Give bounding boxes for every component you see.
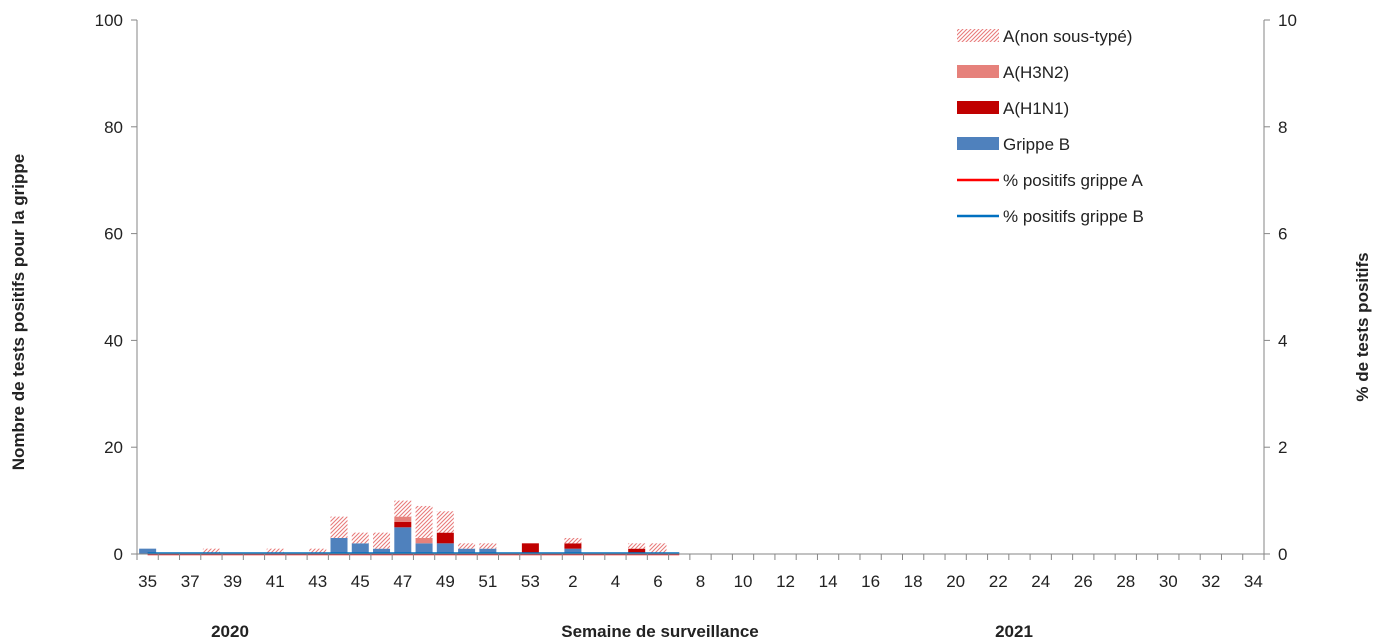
bar-segment bbox=[649, 543, 667, 554]
x-tick-label: 2 bbox=[568, 572, 577, 591]
y-tick-label-left: 40 bbox=[104, 331, 123, 350]
bar-segment bbox=[628, 543, 646, 549]
x-tick-label: 34 bbox=[1244, 572, 1263, 591]
bar-segment bbox=[479, 543, 497, 549]
x-tick-label: 35 bbox=[138, 572, 157, 591]
legend-label: A(H3N2) bbox=[1003, 63, 1069, 82]
legend-swatch bbox=[957, 29, 999, 42]
bar-segment bbox=[436, 511, 454, 533]
year-label-2021: 2021 bbox=[995, 622, 1033, 641]
x-tick-label: 6 bbox=[653, 572, 662, 591]
y-tick-label-right: 8 bbox=[1278, 118, 1287, 137]
bar-segment bbox=[415, 543, 433, 554]
x-tick-label: 28 bbox=[1116, 572, 1135, 591]
bar-segment bbox=[458, 548, 476, 554]
bar-segment bbox=[309, 548, 327, 554]
x-tick-label: 16 bbox=[861, 572, 880, 591]
x-tick-label: 49 bbox=[436, 572, 455, 591]
x-tick-label: 8 bbox=[696, 572, 705, 591]
bar-segment bbox=[628, 548, 646, 554]
bar-segment bbox=[458, 543, 476, 549]
legend-label: Grippe B bbox=[1003, 135, 1070, 154]
y-tick-label-right: 6 bbox=[1278, 225, 1287, 244]
bar-segment bbox=[564, 537, 582, 544]
x-tick-label: 22 bbox=[989, 572, 1008, 591]
x-tick-label: 41 bbox=[266, 572, 285, 591]
x-tick-label: 20 bbox=[946, 572, 965, 591]
x-axis-title: Semaine de surveillance bbox=[561, 622, 759, 641]
x-tick-label: 14 bbox=[819, 572, 838, 591]
x-tick-label: 30 bbox=[1159, 572, 1178, 591]
x-tick-label: 37 bbox=[181, 572, 200, 591]
legend-label: A(H1N1) bbox=[1003, 99, 1069, 118]
legend-label: % positifs grippe A bbox=[1003, 171, 1144, 190]
legend: A(non sous-typé) A(H3N2) A(H1N1) Grippe B % … bbox=[957, 27, 1144, 226]
bar-segment bbox=[373, 548, 391, 554]
y-axis-title-right: % de tests positifs bbox=[1353, 252, 1372, 401]
y-tick-label-left: 20 bbox=[104, 438, 123, 457]
x-tick-label: 10 bbox=[734, 572, 753, 591]
x-tick-label: 43 bbox=[308, 572, 327, 591]
y-tick-label-right: 10 bbox=[1278, 11, 1297, 30]
legend-swatch bbox=[957, 65, 999, 78]
y-axis-title-left: Nombre de tests positifs pour la grippe bbox=[9, 154, 28, 470]
bar-segment bbox=[394, 516, 412, 522]
bar-segment bbox=[330, 516, 348, 538]
y-tick-label-left: 100 bbox=[95, 11, 123, 30]
y-tick-label-left: 60 bbox=[104, 225, 123, 244]
y-tick-label-left: 0 bbox=[114, 545, 123, 564]
bar-segment bbox=[564, 543, 582, 549]
bar-segment bbox=[266, 548, 284, 554]
y-tick-label-left: 80 bbox=[104, 118, 123, 137]
bar-segment bbox=[436, 543, 454, 554]
legend-label: A(non sous-typé) bbox=[1003, 27, 1132, 46]
x-tick-label: 45 bbox=[351, 572, 370, 591]
bar-segment bbox=[351, 543, 369, 554]
x-tick-label: 32 bbox=[1201, 572, 1220, 591]
legend-swatch bbox=[957, 137, 999, 150]
bar-segment bbox=[415, 505, 433, 538]
bar-segment bbox=[394, 500, 412, 517]
x-tick-label: 53 bbox=[521, 572, 540, 591]
x-tick-label: 24 bbox=[1031, 572, 1050, 591]
bar-segment bbox=[564, 548, 582, 554]
bar-segment bbox=[521, 543, 539, 554]
bar-segment bbox=[394, 527, 412, 554]
bar-segment bbox=[202, 548, 220, 554]
plot-area bbox=[139, 500, 680, 556]
x-tick-label: 4 bbox=[611, 572, 620, 591]
x-tick-label: 39 bbox=[223, 572, 242, 591]
legend-label: % positifs grippe B bbox=[1003, 207, 1144, 226]
x-tick-label: 51 bbox=[478, 572, 497, 591]
x-tick-label: 26 bbox=[1074, 572, 1093, 591]
bar-segment bbox=[373, 532, 391, 549]
x-tick-label: 12 bbox=[776, 572, 795, 591]
year-label-2020: 2020 bbox=[211, 622, 249, 641]
y-tick-label-right: 0 bbox=[1278, 545, 1287, 564]
y-tick-label-right: 4 bbox=[1278, 331, 1287, 350]
bar-segment bbox=[479, 548, 497, 554]
bar-segment bbox=[394, 521, 412, 528]
bar-segment bbox=[351, 532, 369, 544]
legend-swatch bbox=[957, 101, 999, 114]
bar-segment bbox=[436, 532, 454, 544]
x-tick-label: 18 bbox=[904, 572, 923, 591]
x-tick-label: 47 bbox=[393, 572, 412, 591]
bar-segment bbox=[139, 548, 157, 554]
bar-segment bbox=[415, 537, 433, 544]
y-tick-label-right: 2 bbox=[1278, 438, 1287, 457]
bar-segment bbox=[330, 537, 348, 554]
